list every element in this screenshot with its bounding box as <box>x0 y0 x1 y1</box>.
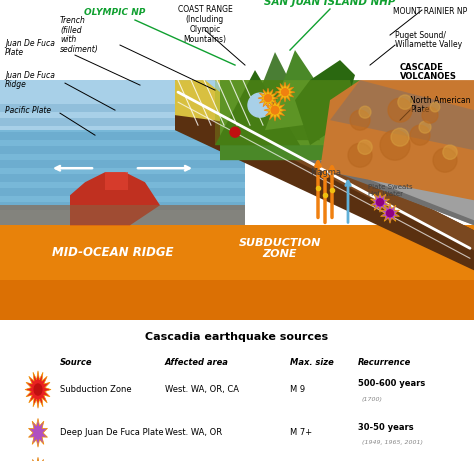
Text: COAST RANGE
(Including
Olympic
Mountains): COAST RANGE (Including Olympic Mountains… <box>178 5 232 44</box>
Text: 500-600 years: 500-600 years <box>358 379 425 388</box>
Circle shape <box>380 130 410 160</box>
Text: West. WA, OR, CA: West. WA, OR, CA <box>165 385 239 394</box>
Polygon shape <box>105 172 128 190</box>
Polygon shape <box>0 0 474 320</box>
Circle shape <box>282 89 289 95</box>
Circle shape <box>271 106 279 114</box>
Polygon shape <box>0 174 245 182</box>
Polygon shape <box>175 80 474 270</box>
Circle shape <box>230 127 240 137</box>
Text: MOUNT RAINIER NP: MOUNT RAINIER NP <box>393 7 467 16</box>
Circle shape <box>391 128 409 146</box>
Text: Recurrence: Recurrence <box>358 358 411 367</box>
Text: Juan De Fuca
Ridge: Juan De Fuca Ridge <box>5 71 55 89</box>
Text: Max. size: Max. size <box>290 358 334 367</box>
Polygon shape <box>0 160 245 168</box>
Polygon shape <box>215 70 300 145</box>
Text: M 7+: M 7+ <box>290 428 312 437</box>
Polygon shape <box>230 80 474 225</box>
Text: Cascadia earthquake sources: Cascadia earthquake sources <box>146 332 328 342</box>
Polygon shape <box>0 188 245 196</box>
Polygon shape <box>0 205 245 225</box>
Circle shape <box>386 210 393 217</box>
Polygon shape <box>0 202 245 210</box>
Text: MID-OCEAN RIDGE: MID-OCEAN RIDGE <box>52 246 173 259</box>
Text: Deep Juan De Fuca Plate: Deep Juan De Fuca Plate <box>60 428 164 437</box>
Circle shape <box>388 98 412 122</box>
Text: Subduction Zone: Subduction Zone <box>60 385 132 394</box>
Text: Trench
(filled
with
sediment): Trench (filled with sediment) <box>60 16 99 54</box>
Text: 30-50 years: 30-50 years <box>358 422 414 431</box>
Circle shape <box>419 121 431 133</box>
Text: (1700): (1700) <box>362 397 383 402</box>
Circle shape <box>443 145 457 160</box>
Text: Juan De Fuca
Plate: Juan De Fuca Plate <box>5 39 55 58</box>
Polygon shape <box>221 118 249 146</box>
Circle shape <box>248 93 272 117</box>
Polygon shape <box>0 225 474 320</box>
Polygon shape <box>25 371 51 408</box>
Polygon shape <box>258 88 278 108</box>
Circle shape <box>34 384 42 395</box>
Text: SUBDUCTION
ZONE: SUBDUCTION ZONE <box>239 238 321 259</box>
Circle shape <box>348 143 372 167</box>
Circle shape <box>433 148 457 172</box>
Text: West. WA, OR: West. WA, OR <box>165 428 222 437</box>
Circle shape <box>359 106 371 118</box>
Polygon shape <box>295 60 355 145</box>
Polygon shape <box>215 80 360 145</box>
Circle shape <box>422 107 438 123</box>
Polygon shape <box>175 80 474 250</box>
Circle shape <box>35 429 41 437</box>
Text: (1949, 1965, 2001): (1949, 1965, 2001) <box>362 440 423 445</box>
Text: Source: Source <box>60 358 92 367</box>
Circle shape <box>398 95 412 109</box>
Polygon shape <box>27 457 49 461</box>
Text: M 9: M 9 <box>290 385 305 394</box>
Text: CASCADE
VOLCANOES: CASCADE VOLCANOES <box>400 63 457 82</box>
Polygon shape <box>0 280 474 320</box>
Text: North American
Plate: North American Plate <box>410 96 471 114</box>
Polygon shape <box>381 203 400 223</box>
Polygon shape <box>0 132 245 140</box>
Circle shape <box>358 140 372 154</box>
Text: Pacific Plate: Pacific Plate <box>5 106 51 115</box>
Polygon shape <box>371 192 390 212</box>
Polygon shape <box>320 80 474 200</box>
Polygon shape <box>28 419 47 447</box>
Polygon shape <box>330 80 474 150</box>
Polygon shape <box>275 82 295 102</box>
Polygon shape <box>0 118 245 126</box>
Polygon shape <box>70 172 160 225</box>
Text: Magma: Magma <box>310 168 341 177</box>
Text: OLYMPIC NP: OLYMPIC NP <box>84 8 146 17</box>
Polygon shape <box>0 146 245 154</box>
Polygon shape <box>264 99 286 121</box>
Circle shape <box>376 199 383 206</box>
Polygon shape <box>240 52 320 140</box>
Circle shape <box>430 102 440 112</box>
Circle shape <box>264 95 272 101</box>
Text: Affected area: Affected area <box>165 358 229 367</box>
Polygon shape <box>205 80 265 120</box>
Polygon shape <box>230 125 474 225</box>
Text: Puget Sound/
Willamette Valley: Puget Sound/ Willamette Valley <box>395 31 462 49</box>
Circle shape <box>350 110 370 130</box>
Polygon shape <box>220 80 360 160</box>
Polygon shape <box>0 104 245 112</box>
Circle shape <box>410 125 430 145</box>
Text: SAN JUAN ISLAND NHP: SAN JUAN ISLAND NHP <box>264 0 396 7</box>
Polygon shape <box>175 80 250 125</box>
Polygon shape <box>0 80 245 130</box>
Polygon shape <box>0 80 245 225</box>
Polygon shape <box>265 50 340 130</box>
Text: Plate Sweats
Hot Water: Plate Sweats Hot Water <box>368 184 413 197</box>
